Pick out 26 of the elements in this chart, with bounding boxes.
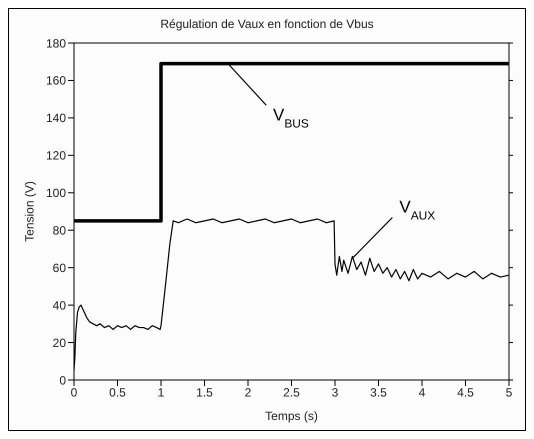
- x-tick-label: 1.5: [196, 386, 214, 400]
- x-tick-label: 5: [506, 386, 513, 400]
- y-tick-label: 0: [59, 373, 66, 388]
- y-tick-label: 180: [46, 36, 66, 50]
- x-tick-label: 3.5: [370, 386, 388, 400]
- y-tick-label: 140: [46, 111, 66, 126]
- x-tick-label: 1: [158, 386, 165, 400]
- y-tick-label: 40: [52, 298, 66, 312]
- y-tick-label: 20: [52, 336, 66, 350]
- y-tick-label: 160: [46, 74, 66, 88]
- x-tick-label: 3: [332, 386, 339, 400]
- y-tick-label: 80: [52, 223, 66, 238]
- x-tick-label: 4.5: [457, 386, 474, 400]
- x-tick-label: 0.5: [109, 386, 126, 400]
- annotation: V$_{AUX}$: [399, 197, 436, 222]
- y-tick-label: 60: [52, 260, 66, 275]
- annotation: V$_{BUS}$: [272, 106, 309, 131]
- y-tick-label: 100: [46, 186, 66, 200]
- x-tick-label: 0: [70, 386, 78, 400]
- x-tick-label: 2.5: [283, 386, 300, 400]
- x-tick-label: 4: [418, 386, 426, 400]
- y-axis-title: Tension (V): [22, 181, 36, 242]
- x-axis-title: Temps (s): [265, 409, 318, 423]
- x-tick-label: 2: [244, 386, 252, 400]
- y-tick-label: 120: [46, 148, 66, 163]
- chart-title: Régulation de Vaux en fonction de Vbus: [159, 17, 375, 31]
